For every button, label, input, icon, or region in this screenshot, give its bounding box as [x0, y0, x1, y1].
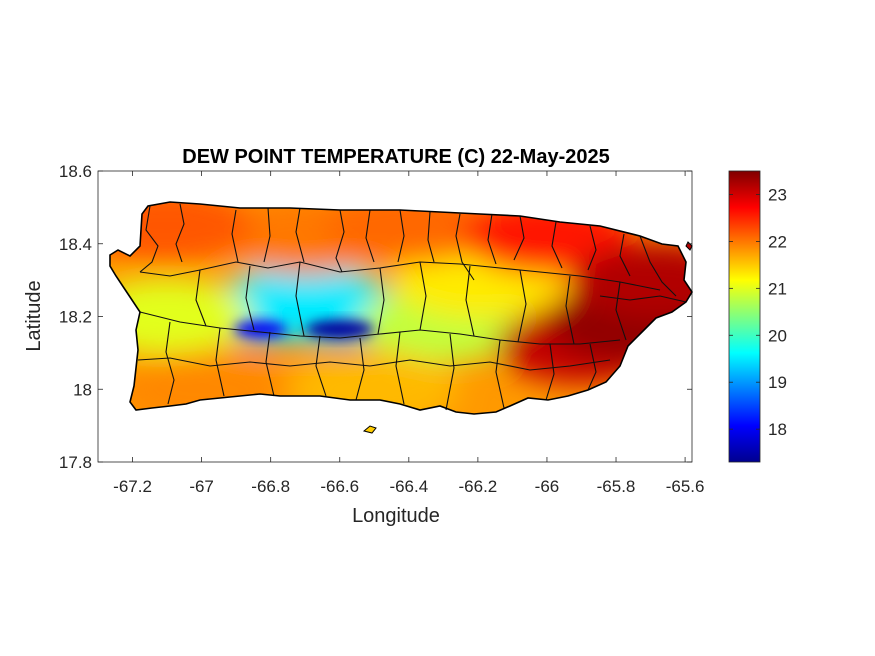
municipality-boundary — [165, 321, 175, 405]
y-tick-label: 18.4 — [59, 235, 92, 254]
municipality-boundary — [587, 225, 597, 271]
municipality-boundary — [487, 213, 497, 265]
municipality-boundary — [365, 209, 375, 263]
municipality-boundary — [215, 327, 225, 397]
municipality-boundary — [137, 357, 611, 371]
municipality-boundary — [139, 205, 159, 273]
municipality-boundary — [419, 261, 427, 331]
municipality-boundary — [615, 281, 627, 341]
municipality-boundary — [427, 211, 435, 263]
municipality-boundary — [355, 337, 365, 401]
colorbar-tick-label: 19 — [768, 373, 787, 392]
x-tick-label: -66.6 — [320, 477, 359, 496]
municipality-boundary — [619, 233, 631, 277]
municipality-boundary — [587, 343, 597, 391]
municipality-boundary — [263, 207, 271, 263]
municipality-boundary — [639, 235, 677, 297]
municipality-boundary — [565, 275, 575, 345]
municipality-boundary — [397, 209, 405, 263]
municipality-boundary — [395, 331, 405, 405]
colorbar-ticks: 18 19 20 21 22 23 — [729, 185, 787, 439]
municipality-boundary — [139, 261, 301, 277]
municipality-boundary — [295, 207, 305, 263]
municipality-boundary — [295, 261, 305, 337]
municipality-boundary — [175, 203, 185, 263]
x-tick-label: -66.8 — [251, 477, 290, 496]
y-tick-label: 18.2 — [59, 308, 92, 327]
x-tick-label: -67.2 — [113, 477, 152, 496]
x-tick-label: -66.4 — [389, 477, 428, 496]
municipality-boundary — [551, 221, 563, 269]
municipality-boundary — [377, 267, 385, 335]
municipality-boundary — [139, 311, 341, 339]
municipality-boundary — [455, 213, 475, 281]
x-tick-label: -66.2 — [459, 477, 498, 496]
municipality-boundary — [465, 265, 475, 337]
municipality-boundary — [265, 331, 275, 397]
colorbar — [728, 170, 761, 463]
municipality-boundary — [339, 329, 621, 345]
colorbar-tick-label: 20 — [768, 326, 787, 345]
municipality-boundary — [245, 265, 255, 331]
x-axis-label: Longitude — [352, 505, 440, 527]
colorbar-tick-label: 23 — [768, 185, 787, 204]
municipality-boundary — [231, 209, 239, 263]
x-tick-label: -65.6 — [666, 477, 705, 496]
municipality-boundaries — [137, 203, 687, 411]
municipality-boundary — [195, 269, 207, 327]
municipality-boundary — [335, 209, 345, 273]
municipality-boundary — [517, 269, 527, 343]
municipality-boundary — [495, 339, 505, 409]
municipality-boundary — [299, 261, 661, 291]
x-tick-label: -66 — [535, 477, 560, 496]
colorbar-tick-label: 22 — [768, 232, 787, 251]
colorbar-tick-label: 18 — [768, 420, 787, 439]
chart-title: DEW POINT TEMPERATURE (C) 22-May-2025 — [182, 146, 609, 168]
municipality-boundary — [513, 215, 525, 261]
y-axis-label: Latitude — [23, 280, 45, 351]
municipality-boundary — [545, 343, 555, 401]
x-tick-label: -67 — [189, 477, 214, 496]
y-tick-label: 18.6 — [59, 162, 92, 181]
y-axis: 17.8 18 18.2 18.4 18.6 — [59, 162, 692, 472]
municipality-boundary — [445, 333, 455, 411]
x-axis: -67.2 -67 -66.8 -66.6 -66.4 -66.2 -66 -65.8 -65.… — [113, 171, 704, 496]
field-region — [305, 320, 374, 339]
y-tick-label: 17.8 — [59, 453, 92, 472]
x-tick-label: -65.8 — [597, 477, 636, 496]
colorbar-tick-label: 21 — [768, 279, 787, 298]
field-region — [572, 242, 692, 319]
small-island — [362, 425, 377, 434]
y-tick-label: 18 — [73, 380, 92, 399]
municipality-boundary — [599, 295, 687, 303]
field-region — [234, 321, 287, 338]
municipality-boundary — [315, 335, 327, 397]
